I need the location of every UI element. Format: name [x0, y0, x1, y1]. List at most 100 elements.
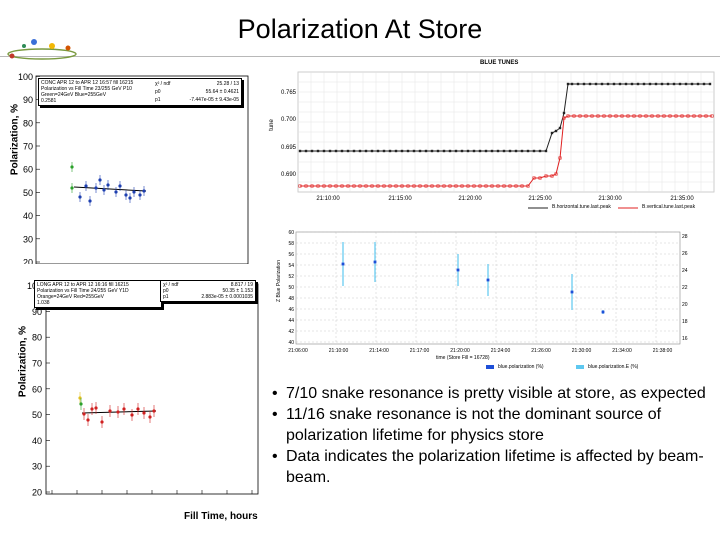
x-tick-label: 21:24:00: [491, 348, 511, 354]
stat-value: 2.883e-05 ± 0.0001035: [201, 294, 253, 300]
data-point: [78, 195, 82, 199]
data-point: [142, 411, 146, 415]
x-tick-label: 21:30:00: [572, 348, 592, 354]
tune-point: [382, 184, 386, 188]
data-point: [116, 410, 120, 414]
tune-point: [484, 184, 488, 188]
left-top-plot-canvas: 20 30 40 50 60 70 80 90 100: [18, 72, 249, 268]
x-tick-label: 21:26:00: [531, 348, 551, 354]
tune-point: [582, 82, 586, 86]
tune-point: [696, 82, 700, 86]
stat-value: -7.447e-05 ± 9.43e-05: [189, 97, 239, 103]
bullet-item: • 7/10 snake resonance is pretty visible …: [272, 385, 706, 402]
tune-point: [298, 149, 302, 153]
tune-point: [558, 126, 562, 130]
tune-point: [406, 184, 410, 188]
tune-point: [520, 184, 524, 188]
y-tick-label: 50: [23, 188, 33, 198]
data-point: [570, 290, 574, 294]
tune-point: [654, 82, 658, 86]
left-tick-label: 50: [288, 285, 294, 291]
tune-point: [642, 82, 646, 86]
tune-point: [340, 149, 344, 153]
data-point: [79, 402, 83, 406]
tune-point: [430, 149, 434, 153]
x-tick-label: 21:38:00: [653, 348, 673, 354]
stat-name: p1: [155, 97, 161, 103]
tune-point: [322, 149, 326, 153]
stat-name: χ² / ndf: [163, 282, 179, 288]
tune-point: [394, 184, 398, 188]
tune-point: [554, 172, 558, 176]
tune-point: [358, 184, 362, 188]
data-point: [70, 165, 74, 169]
tune-point: [578, 114, 582, 118]
y-tick-label: 0.700: [281, 117, 297, 123]
data-point: [601, 310, 605, 314]
tune-point: [532, 149, 536, 153]
bullet-text: 11/16 snake resonance is not the dominan…: [286, 406, 662, 444]
stat-value: 25.28 / 13: [216, 81, 239, 87]
left-tick-label: 58: [288, 241, 294, 247]
tune-point: [710, 114, 714, 118]
tune-point: [448, 149, 452, 153]
tune-point: [626, 114, 630, 118]
data-point: [341, 262, 345, 266]
tune-point: [304, 149, 308, 153]
tune-point: [612, 82, 616, 86]
tune-point: [388, 184, 392, 188]
stat-name: χ² / ndf: [155, 81, 171, 87]
tune-point: [674, 114, 678, 118]
tune-point: [678, 82, 682, 86]
store-legend-polarization-e: blue.polarization.E (%): [588, 364, 639, 370]
left-top-y-axis-label: Polarization, %: [9, 103, 21, 176]
y-tick-label: 50: [32, 410, 42, 420]
x-tick-label: 21:10:00: [316, 196, 340, 202]
data-point: [94, 186, 98, 190]
left-top-stats-line2: Polarization vs Fill Time 23/255 GeV P10: [41, 86, 132, 92]
left-top-data-points: [70, 162, 146, 206]
tune-point: [364, 184, 368, 188]
tune-point: [508, 184, 512, 188]
tune-point: [424, 149, 428, 153]
left-tick-label: 46: [288, 307, 294, 313]
left-top-stats-header: CONC APR 12 to APR 12 16:57 fill 16215: [41, 80, 134, 86]
tune-point: [406, 149, 410, 153]
tune-point: [400, 184, 404, 188]
tune-point: [418, 149, 422, 153]
tune-point: [624, 82, 628, 86]
tune-point: [660, 82, 664, 86]
y-tick-label: 30: [23, 234, 33, 244]
tune-point: [448, 184, 452, 188]
data-point: [118, 184, 122, 188]
left-tick-label: 40: [288, 340, 294, 346]
tune-point: [364, 149, 368, 153]
tune-point: [550, 174, 554, 178]
stat-value: 55.64 ± 0.4621: [205, 89, 239, 95]
tune-point: [562, 116, 566, 120]
tunes-x-ticks: 21:10:00 21:15:00 21:20:00 21:25:00 21:30:00…: [316, 196, 694, 202]
store-polarization-canvas: 60 58 56 54 52 50 48 46 44 42 40 28 26 24 22 20 18 16 21…: [288, 230, 688, 369]
data-point: [108, 409, 112, 413]
tune-point: [508, 149, 512, 153]
store-legend-polarization: blue.polarization (%): [498, 364, 544, 370]
tune-point: [566, 114, 570, 118]
x-tick-label: 21:20:00: [450, 348, 470, 354]
tune-point: [520, 149, 524, 153]
tune-point: [358, 149, 362, 153]
tune-point: [538, 176, 542, 180]
left-bottom-data-points: [78, 392, 156, 428]
data-point: [148, 415, 152, 419]
data-point: [456, 268, 460, 272]
tune-point: [692, 114, 696, 118]
tune-point: [412, 149, 416, 153]
x-tick-label: 21:15:00: [388, 196, 412, 202]
tune-point: [708, 82, 712, 86]
tune-point: [352, 149, 356, 153]
tunes-legend-horizontal: B.horizontal.tune.last.peak: [552, 204, 611, 210]
y-tick-label: 20: [32, 488, 42, 497]
tune-point: [418, 184, 422, 188]
legend-swatch-cyan: [576, 365, 584, 369]
